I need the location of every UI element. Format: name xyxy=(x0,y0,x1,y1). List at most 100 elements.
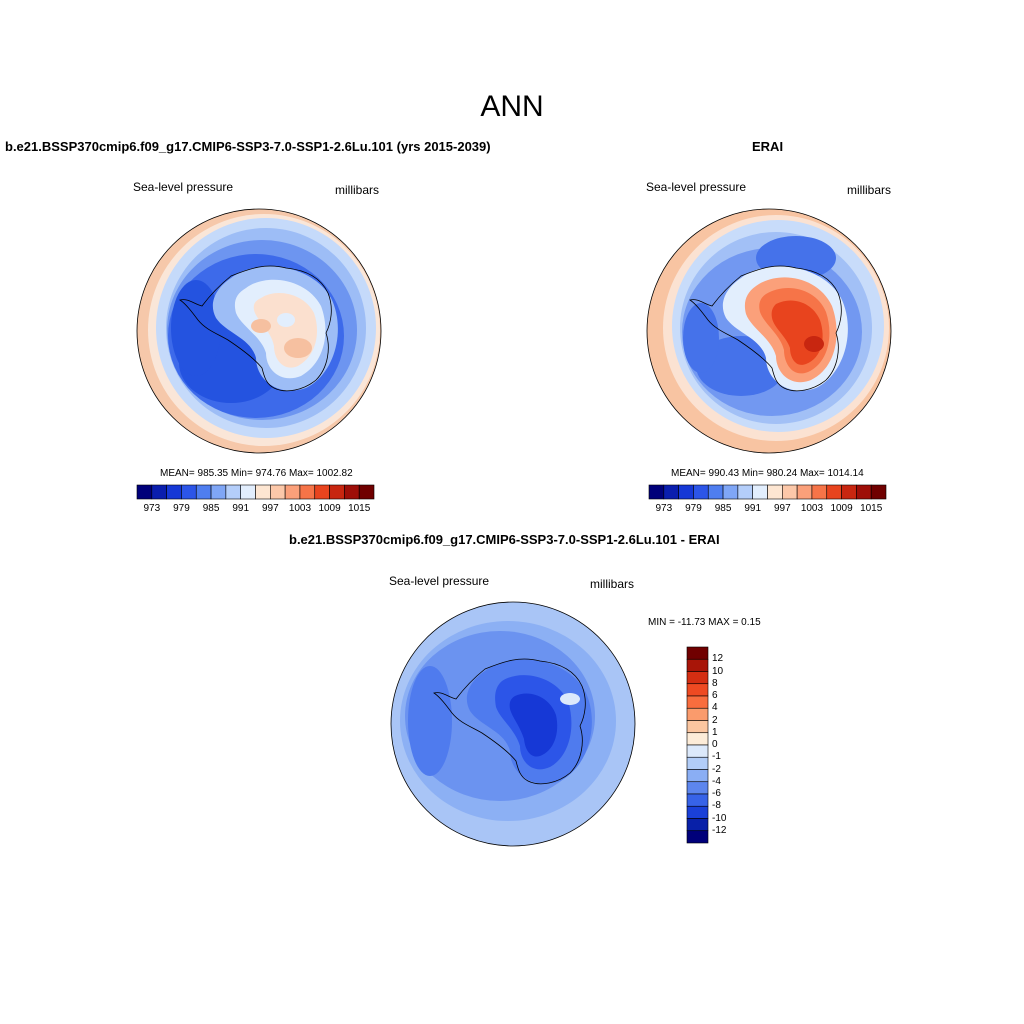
colorbar-swatch xyxy=(255,484,271,500)
colorbar-tick-label: 985 xyxy=(714,503,732,514)
colorbar-tick-label: 979 xyxy=(173,503,190,514)
colorbar-swatch xyxy=(870,484,887,500)
colorbar-swatch xyxy=(693,484,709,500)
diff-units-label: millibars xyxy=(590,577,635,591)
colorbar-tick-label: 991 xyxy=(232,503,250,514)
diff-stats: MIN = -11.73 MAX = 0.15 xyxy=(648,617,761,628)
colorbar-tick-label: -2 xyxy=(712,763,721,775)
colorbar-tick-label: -6 xyxy=(712,788,721,799)
colorbar-tick-label: 6 xyxy=(712,690,718,701)
colorbar-tick-label: 997 xyxy=(261,503,279,514)
colorbar-tick-label: 985 xyxy=(202,503,220,514)
diff-field-rise xyxy=(560,693,580,705)
colorbar-swatch xyxy=(686,793,709,807)
colorbar-swatch xyxy=(686,732,709,746)
colorbar-swatch xyxy=(284,484,301,500)
model-variable-label: Sea-level pressure xyxy=(133,180,234,194)
obs-colorbar xyxy=(648,484,887,500)
colorbar-swatch xyxy=(648,484,665,500)
colorbar-tick-label: 1003 xyxy=(288,503,312,514)
colorbar-swatch xyxy=(686,830,709,844)
model-panel-title: b.e21.BSSP370cmip6.f09_g17.CMIP6-SSP3-7.… xyxy=(5,139,491,154)
colorbar-tick-label: 979 xyxy=(685,503,702,514)
colorbar-tick-label: 1009 xyxy=(318,503,341,514)
model-stats: MEAN= 985.35 Min= 974.76 Max= 1002.82 xyxy=(160,468,353,479)
model-map-border xyxy=(136,208,382,454)
colorbar-swatch xyxy=(811,484,828,500)
colorbar-swatch xyxy=(686,781,709,795)
colorbar-swatch xyxy=(686,646,709,660)
model-polar-map xyxy=(136,208,382,454)
obs-field-max xyxy=(804,336,824,352)
colorbar-swatch xyxy=(686,756,709,770)
colorbar-swatch xyxy=(782,484,798,500)
colorbar-swatch xyxy=(270,484,286,500)
model-field-high xyxy=(277,313,295,327)
colorbar-tick-label: 1015 xyxy=(348,503,371,514)
colorbar-tick-label: 1009 xyxy=(830,503,853,514)
colorbar-swatch xyxy=(686,744,709,758)
colorbar-tick-label: -12 xyxy=(712,824,727,836)
obs-coastline xyxy=(689,265,842,392)
colorbar-tick-label: -8 xyxy=(712,800,721,812)
colorbar-swatch xyxy=(686,695,709,709)
colorbar-swatch xyxy=(299,484,316,500)
diff-field-min xyxy=(509,693,558,757)
colorbar-swatch xyxy=(826,484,842,500)
colorbar-swatch xyxy=(195,484,212,500)
model-field-high xyxy=(284,338,312,358)
colorbar-swatch xyxy=(686,769,709,783)
colorbar-swatch xyxy=(151,484,167,500)
model-field-high xyxy=(251,319,271,333)
model-colorbar xyxy=(136,484,375,500)
colorbar-swatch xyxy=(136,484,153,500)
model-units-label: millibars xyxy=(335,183,380,197)
colorbar-swatch xyxy=(686,658,709,672)
diff-variable-label: Sea-level pressure xyxy=(389,574,490,588)
colorbar-tick-label: 12 xyxy=(712,653,724,665)
colorbar-swatch xyxy=(678,484,694,500)
colorbar-swatch xyxy=(210,484,227,500)
obs-polar-map xyxy=(646,208,892,454)
colorbar-tick-label: 973 xyxy=(655,503,673,514)
colorbar-tick-label: 0 xyxy=(712,739,718,750)
colorbar-swatch xyxy=(737,484,753,500)
colorbar-swatch xyxy=(707,484,724,500)
colorbar-swatch xyxy=(856,484,872,500)
colorbar-swatch xyxy=(722,484,739,500)
diff-coastline xyxy=(433,658,586,785)
colorbar-swatch xyxy=(663,484,679,500)
obs-variable-label: Sea-level pressure xyxy=(646,180,747,194)
colorbar-swatch xyxy=(686,683,709,697)
obs-stats: MEAN= 990.43 Min= 980.24 Max= 1014.14 xyxy=(671,468,864,479)
colorbar-swatch xyxy=(314,484,330,500)
model-field-low xyxy=(171,280,221,376)
colorbar-swatch xyxy=(225,484,241,500)
colorbar-swatch xyxy=(686,805,709,819)
colorbar-tick-label: 1003 xyxy=(800,503,824,514)
colorbar-tick-label: 8 xyxy=(712,677,718,689)
colorbar-swatch xyxy=(358,484,375,500)
diff-field-low xyxy=(408,666,452,776)
colorbar-swatch xyxy=(240,484,256,500)
colorbar-tick-label: 2 xyxy=(712,714,718,726)
obs-field-low xyxy=(683,303,719,373)
colorbar-tick-label: 991 xyxy=(744,503,762,514)
obs-map-border xyxy=(646,208,892,454)
colorbar-swatch xyxy=(344,484,360,500)
colorbar-swatch xyxy=(166,484,182,500)
figure-title: ANN xyxy=(480,90,544,123)
obs-panel-title: ERAI xyxy=(752,139,784,154)
colorbar-swatch xyxy=(181,484,197,500)
colorbar-swatch xyxy=(329,484,345,500)
colorbar-tick-label: -4 xyxy=(712,775,721,787)
colorbar-tick-label: 973 xyxy=(143,503,161,514)
colorbar-swatch xyxy=(752,484,768,500)
colorbar-swatch xyxy=(686,707,709,721)
colorbar-tick-label: 1 xyxy=(712,726,718,738)
diff-panel-title: b.e21.BSSP370cmip6.f09_g17.CMIP6-SSP3-7.… xyxy=(289,532,720,547)
colorbar-swatch xyxy=(841,484,857,500)
diff-map-border xyxy=(390,601,636,847)
obs-units-label: millibars xyxy=(847,183,892,197)
colorbar-tick-label: 10 xyxy=(712,665,724,677)
